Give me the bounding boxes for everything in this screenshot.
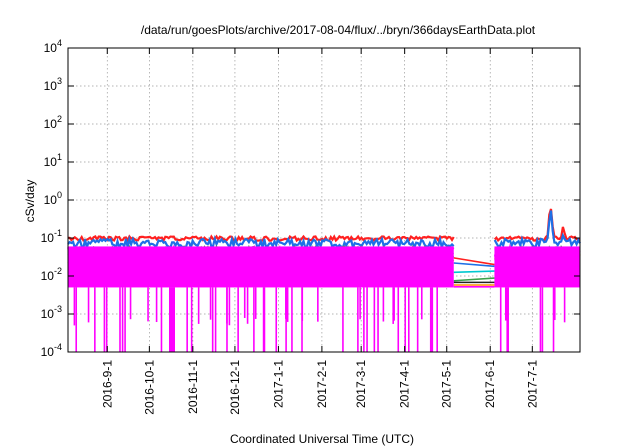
grid (68, 48, 580, 352)
x-tick-label: 2017-7-1 (525, 360, 539, 408)
x-tick-label: 2017-3-1 (354, 360, 368, 408)
data-series (67, 208, 581, 352)
series-line-1 (493, 210, 581, 250)
x-tick-label: 2016-10-1 (142, 360, 156, 415)
x-tick-label: 2017-4-1 (398, 360, 412, 408)
series-dropout-block (168, 287, 175, 352)
y-tick-label: 103 (44, 76, 62, 93)
y-tick-label: 100 (44, 190, 62, 207)
x-tick-label: 2017-5-1 (440, 360, 454, 408)
chart-title: /data/run/goesPlots/archive/2017-08-04/f… (141, 23, 536, 37)
series-gap-connector-1 (453, 262, 495, 268)
x-tick-label: 2017-6-1 (483, 360, 497, 408)
y-tick-label: 10-2 (41, 266, 62, 283)
series-gap-connector-2 (453, 277, 495, 282)
x-tick-label: 2016-12-1 (228, 360, 242, 415)
x-axis-label: Coordinated Universal Time (UTC) (230, 432, 414, 446)
axes: 10-4 10-3 10-2 10-1 100 101 102 103 104 2016-9-1 2… (41, 38, 581, 415)
y-tick-label: 104 (44, 38, 62, 55)
series-gap-connector-3 (453, 270, 495, 274)
y-tick-label: 101 (44, 152, 62, 169)
series-line-6 (67, 244, 455, 287)
series-line-1 (67, 234, 455, 252)
series-line-6 (494, 243, 581, 284)
y-tick-label: 10-1 (41, 228, 62, 245)
x-tick-label: 2016-11-1 (186, 360, 200, 414)
series-line-0 (493, 208, 581, 243)
x-tick-label: 2017-2-1 (315, 360, 329, 408)
x-tick-label: 2016-9-1 (100, 360, 114, 408)
y-tick-label: 10-3 (41, 304, 62, 321)
series-band-6 (494, 246, 580, 288)
series-gap-connector-0 (453, 257, 495, 266)
x-tick-label: 2017-1-1 (271, 360, 285, 408)
y-tick-label: 10-4 (41, 342, 62, 359)
y-tick-label: 102 (44, 114, 62, 131)
y-axis-label: cSv/day (23, 180, 37, 223)
